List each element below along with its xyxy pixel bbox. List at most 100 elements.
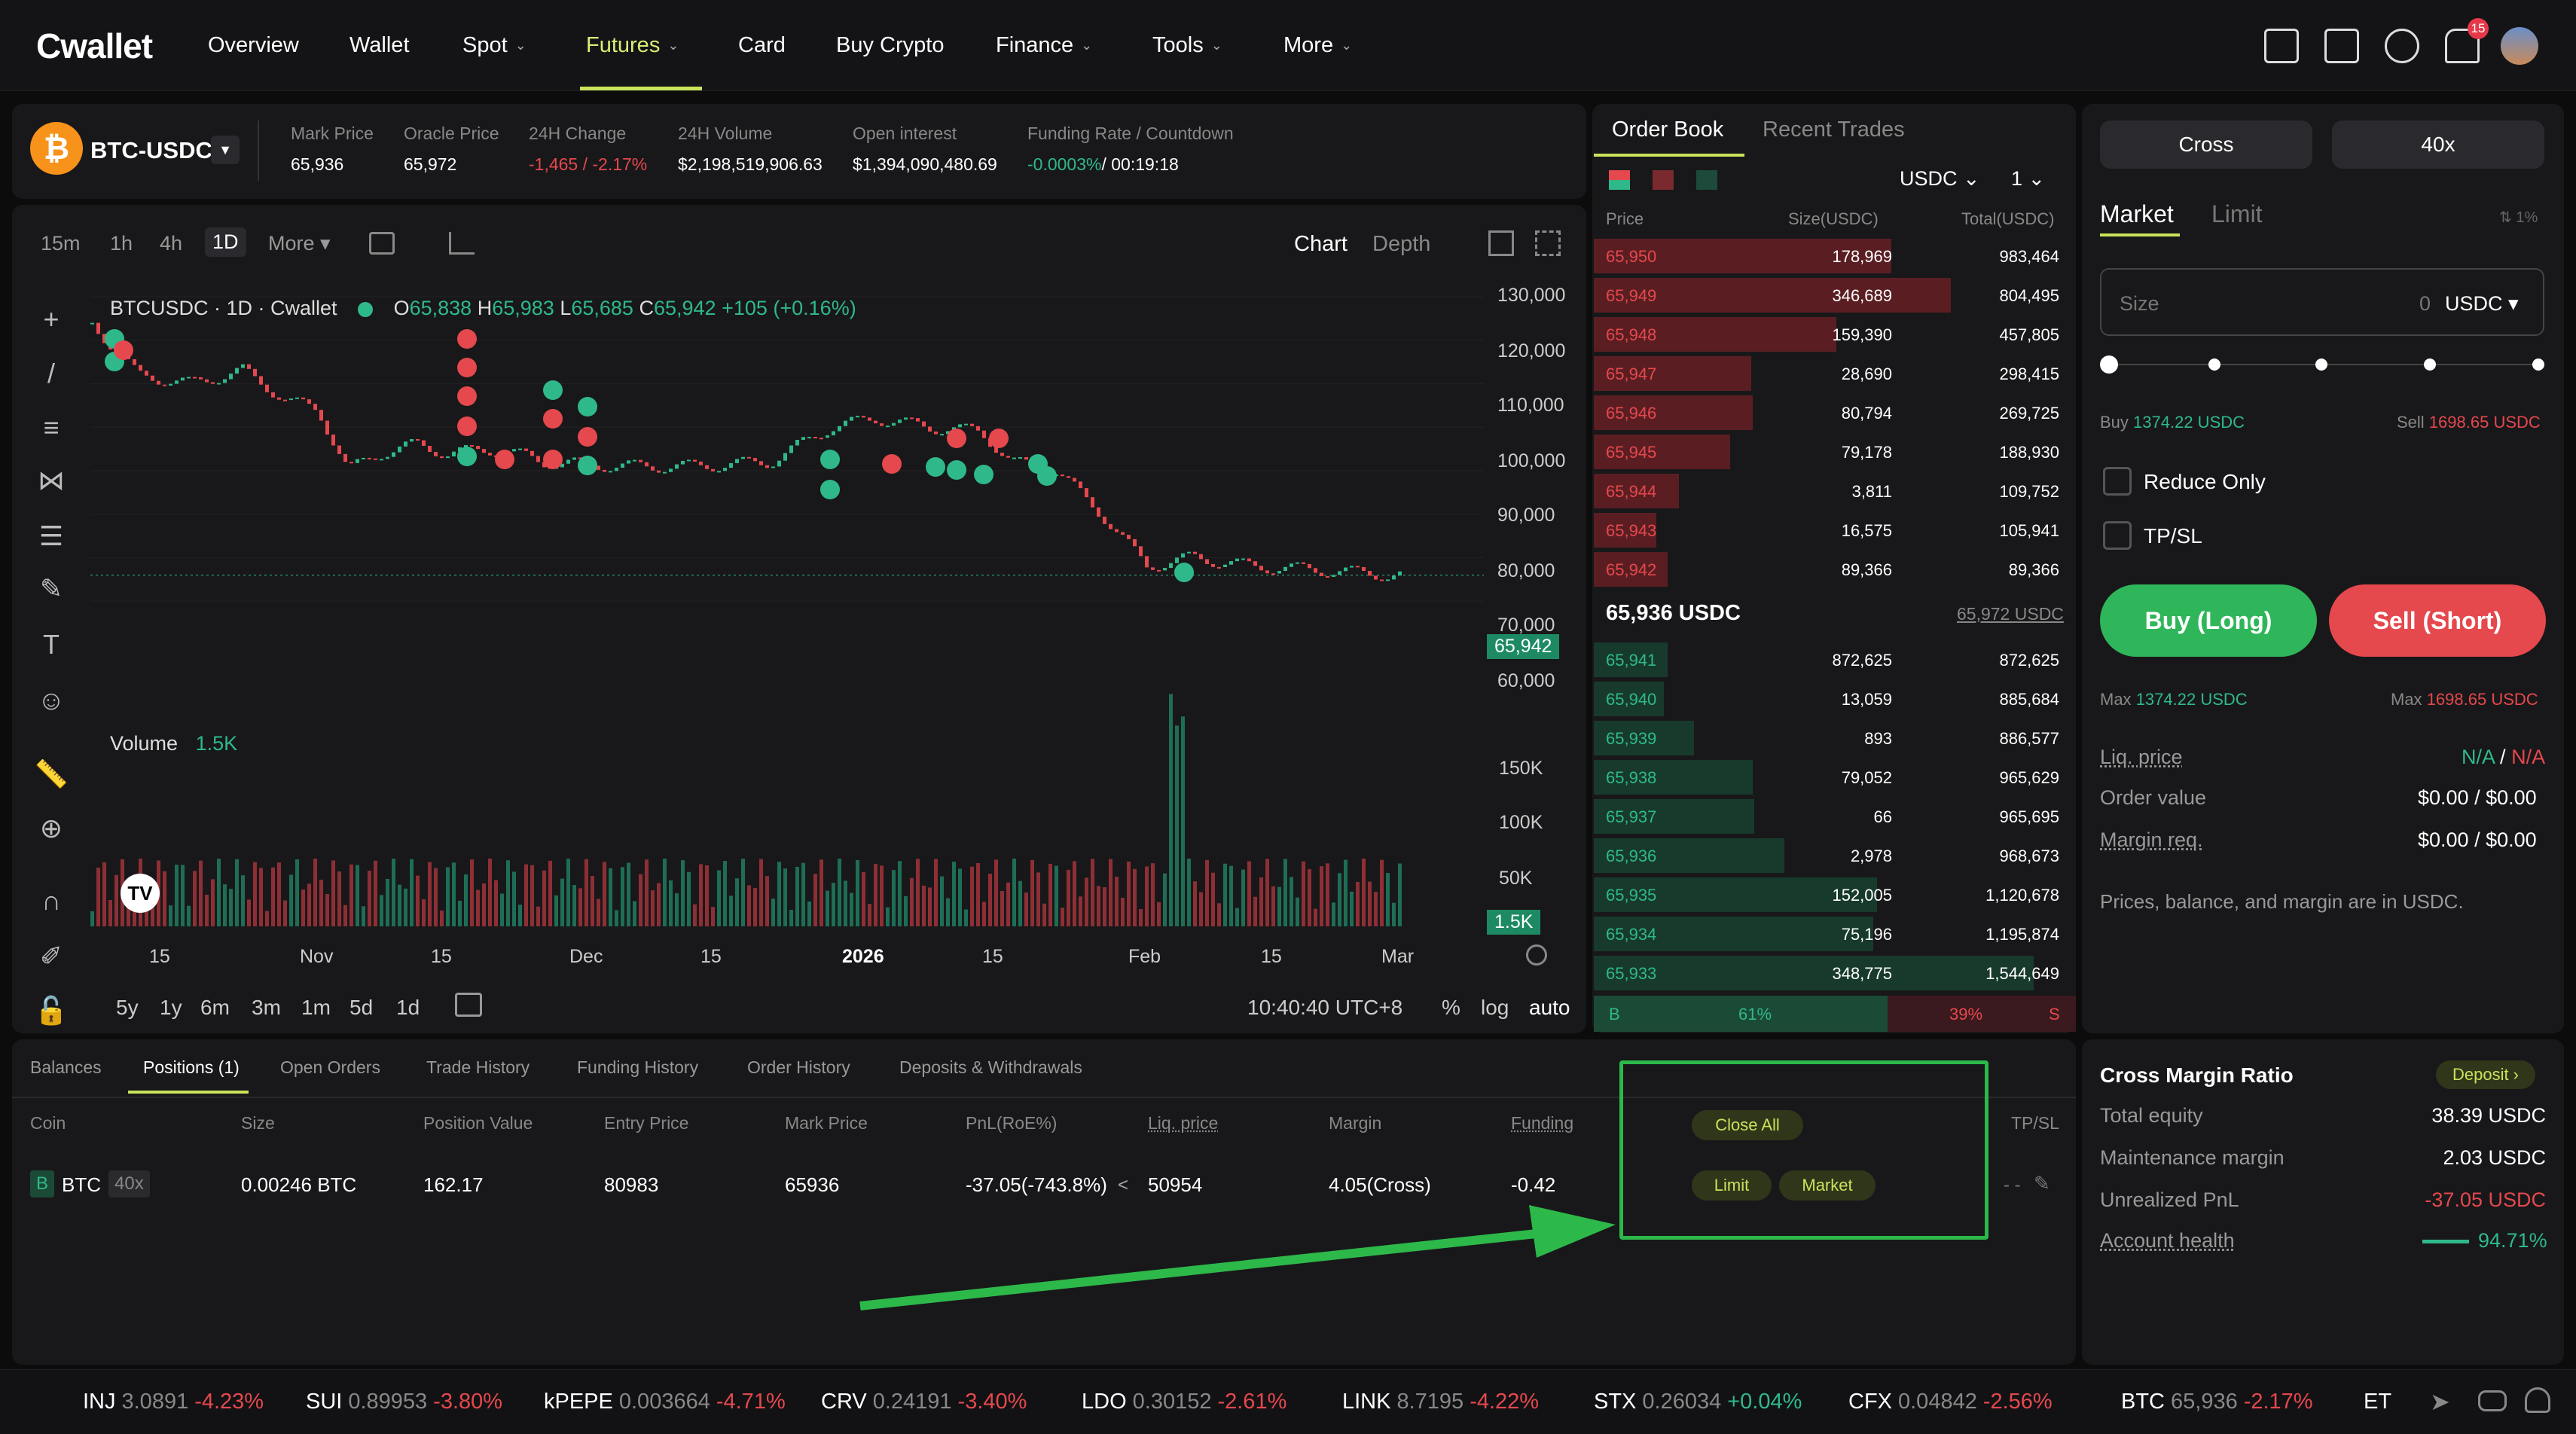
trendline-icon[interactable]: /	[47, 358, 55, 389]
range-5y[interactable]: 5y	[116, 996, 139, 1019]
text-icon[interactable]: T	[43, 629, 60, 660]
bell-icon[interactable]	[2445, 29, 2480, 63]
tab-depth[interactable]: Depth	[1372, 232, 1431, 256]
support-icon[interactable]	[2525, 1387, 2550, 1413]
ask-row[interactable]: 65,948 159,390 457,805	[1594, 315, 2076, 352]
nav-overview[interactable]: Overview	[208, 33, 299, 58]
book-both-icon[interactable]	[1609, 170, 1630, 190]
ruler-icon[interactable]: 📏	[34, 758, 69, 789]
bid-row[interactable]: 65,933 348,775 1,544,649	[1594, 953, 2076, 991]
horizontal-lines-icon[interactable]: ≡	[43, 412, 60, 443]
range-6m[interactable]: 6m	[200, 996, 230, 1019]
ask-row[interactable]: 65,946 80,794 269,725	[1594, 393, 2076, 431]
settings-icon[interactable]	[1526, 944, 1547, 966]
edit-tpsl-icon[interactable]: ✎	[2034, 1172, 2050, 1194]
range-1d[interactable]: 1d	[396, 996, 420, 1019]
bid-row[interactable]: 65,939 893 886,577	[1594, 719, 2076, 756]
unit-select[interactable]: USDC ⌄	[1900, 167, 1980, 190]
tab-open-orders[interactable]: Open Orders	[280, 1057, 380, 1077]
range-3m[interactable]: 3m	[252, 996, 281, 1019]
ticker-kpepe[interactable]: kPEPE 0.003664 -4.71%	[544, 1390, 792, 1414]
ticker-crv[interactable]: CRV 0.24191 -3.40%	[821, 1390, 1033, 1414]
range-1y[interactable]: 1y	[160, 996, 182, 1019]
ticker-stx[interactable]: STX 0.26034 +0.04%	[1594, 1390, 1808, 1414]
pattern-icon[interactable]: ⋈	[38, 465, 65, 496]
nav-finance[interactable]: Finance ⌄	[996, 33, 1092, 58]
indicators-icon[interactable]	[449, 232, 475, 255]
close-market-button[interactable]: Market	[1779, 1170, 1876, 1201]
nav-spot[interactable]: Spot ⌄	[462, 33, 526, 58]
nav-tools[interactable]: Tools ⌄	[1152, 33, 1222, 58]
avatar[interactable]	[2501, 27, 2538, 65]
nav-buy-crypto[interactable]: Buy Crypto	[836, 33, 944, 58]
nav-wallet[interactable]: Wallet	[349, 33, 410, 58]
ticker-inj[interactable]: INJ 3.0891 -4.23%	[83, 1390, 270, 1414]
telegram-icon[interactable]: ➤	[2430, 1388, 2450, 1415]
ticker-sui[interactable]: SUI 0.89953 -3.80%	[306, 1390, 508, 1414]
close-limit-button[interactable]: Limit	[1692, 1170, 1772, 1201]
share-icon[interactable]: <	[1118, 1175, 1129, 1195]
brush-icon[interactable]: ✎	[39, 573, 63, 604]
date-range-icon[interactable]	[455, 993, 482, 1017]
tab-positions-[interactable]: Positions (1)	[143, 1057, 240, 1077]
size-input[interactable]: Size 0 USDC ▾	[2100, 268, 2544, 336]
logo[interactable]: Cwallet	[36, 26, 153, 66]
unlock-icon[interactable]: 🔓	[34, 995, 69, 1026]
auto-scale[interactable]: auto	[1529, 996, 1570, 1019]
nav-more[interactable]: More ⌄	[1283, 33, 1352, 58]
timeframe-4h[interactable]: 4h	[160, 232, 183, 255]
range-5d[interactable]: 5d	[349, 996, 374, 1019]
book-asks-icon[interactable]	[1653, 170, 1674, 190]
tab-limit[interactable]: Limit	[2211, 200, 2263, 227]
slider-mark-50[interactable]	[2315, 358, 2327, 371]
tab-chart[interactable]: Chart	[1294, 232, 1348, 256]
tab-deposits-withdrawals[interactable]: Deposits & Withdrawals	[899, 1057, 1082, 1077]
candle-type-icon[interactable]	[369, 232, 395, 255]
bid-row[interactable]: 65,941 872,625 872,625	[1594, 640, 2076, 678]
bid-row[interactable]: 65,934 75,196 1,195,874	[1594, 914, 2076, 952]
sell-short-button[interactable]: Sell (Short)	[2329, 584, 2546, 657]
ticker-btc[interactable]: BTC 65,936 -2.17%	[2121, 1390, 2319, 1414]
tradingview-logo[interactable]: TV	[121, 874, 160, 913]
size-unit-select[interactable]: USDC ▾	[2445, 292, 2519, 315]
percent-scale[interactable]: %	[1442, 996, 1460, 1019]
tab-balances[interactable]: Balances	[30, 1057, 102, 1077]
tab-funding-history[interactable]: Funding History	[577, 1057, 699, 1077]
ask-row[interactable]: 65,943 16,575 105,941	[1594, 511, 2076, 548]
log-scale[interactable]: log	[1481, 996, 1509, 1019]
tab-order-book[interactable]: Order Book	[1612, 117, 1724, 142]
download-icon[interactable]	[2264, 29, 2299, 63]
timeframe-1D[interactable]: 1D	[205, 227, 246, 257]
buy-long-button[interactable]: Buy (Long)	[2100, 584, 2317, 657]
ask-row[interactable]: 65,944 3,811 109,752	[1594, 471, 2076, 509]
layout-icon[interactable]	[1488, 230, 1514, 256]
more-timeframes[interactable]: More ▾	[268, 232, 331, 255]
reduce-only-checkbox[interactable]	[2103, 467, 2132, 496]
globe-icon[interactable]	[2385, 29, 2419, 63]
range-1m[interactable]: 1m	[301, 996, 331, 1019]
pos-coin[interactable]: BTC	[62, 1173, 101, 1196]
magnet-icon[interactable]: ∩	[41, 885, 61, 916]
fullscreen-icon[interactable]	[1535, 230, 1561, 256]
bid-row[interactable]: 65,938 79,052 965,629	[1594, 758, 2076, 795]
timeframe-1h[interactable]: 1h	[110, 232, 133, 255]
lock-drawing-icon[interactable]: ✐	[39, 941, 63, 972]
slider-mark-100[interactable]	[2532, 358, 2544, 371]
tab-recent-trades[interactable]: Recent Trades	[1763, 117, 1905, 142]
ticker-et[interactable]: ET	[2364, 1390, 2410, 1414]
close-all-button[interactable]: Close All	[1692, 1110, 1803, 1140]
tab-trade-history[interactable]: Trade History	[426, 1057, 530, 1077]
ticker-cfx[interactable]: CFX 0.04842 -2.56%	[1848, 1390, 2059, 1414]
precision-select[interactable]: 1 ⌄	[2011, 167, 2046, 190]
bid-row[interactable]: 65,940 13,059 885,684	[1594, 679, 2076, 717]
orders-icon[interactable]	[2324, 29, 2359, 63]
slider-handle[interactable]	[2100, 355, 2118, 374]
bid-row[interactable]: 65,936 2,978 968,673	[1594, 836, 2076, 874]
tab-order-history[interactable]: Order History	[747, 1057, 850, 1077]
bid-row[interactable]: 65,935 152,005 1,120,678	[1594, 875, 2076, 913]
ask-row[interactable]: 65,945 79,178 188,930	[1594, 432, 2076, 470]
ask-row[interactable]: 65,950 178,969 983,464	[1594, 236, 2076, 274]
pair-dropdown-icon[interactable]: ▼	[211, 136, 240, 164]
ticker-link[interactable]: LINK 8.7195 -4.22%	[1342, 1390, 1545, 1414]
nav-card[interactable]: Card	[738, 33, 786, 58]
